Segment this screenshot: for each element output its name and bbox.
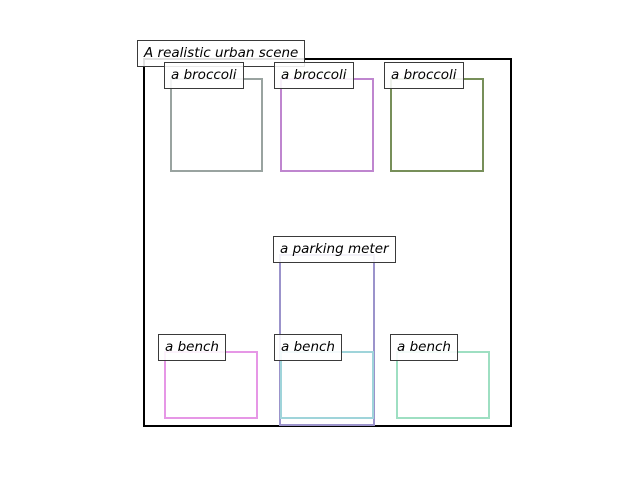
bench-box-2 xyxy=(280,351,374,419)
broccoli-box-1 xyxy=(170,78,263,172)
broccoli-box-2 xyxy=(280,78,374,172)
bench-label-2: a bench xyxy=(274,334,342,361)
broccoli-label-3: a broccoli xyxy=(384,62,464,89)
bench-label-3: a bench xyxy=(390,334,458,361)
bench-label-1: a bench xyxy=(158,334,226,361)
broccoli-label-1: a broccoli xyxy=(164,62,244,89)
bench-box-1 xyxy=(164,351,258,419)
bench-box-3 xyxy=(396,351,490,419)
parking-meter-label: a parking meter xyxy=(273,236,396,263)
scene-frame xyxy=(143,58,512,427)
broccoli-box-3 xyxy=(390,78,484,172)
broccoli-label-2: a broccoli xyxy=(274,62,354,89)
